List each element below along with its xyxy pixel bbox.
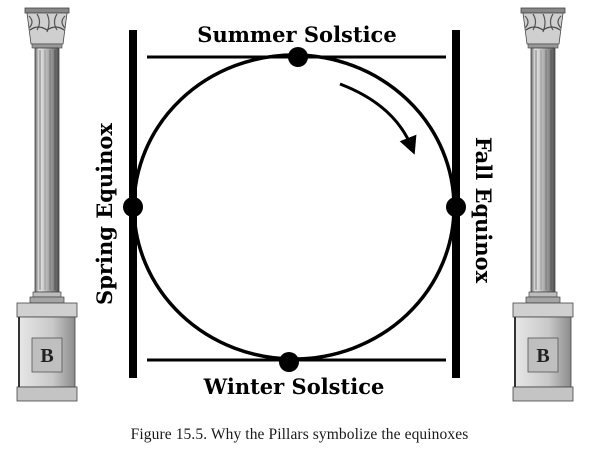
left-pillar: B bbox=[17, 8, 77, 401]
spring-equinox-label: Spring Equinox bbox=[92, 123, 117, 305]
right-pillar: B bbox=[513, 8, 573, 401]
summer-solstice-dot bbox=[288, 47, 308, 67]
winter-solstice-dot bbox=[279, 352, 299, 372]
figure-caption: Figure 15.5. Why the Pillars symbolize t… bbox=[0, 426, 599, 444]
right-pillar-letter: B bbox=[536, 345, 549, 367]
left-pillar-letter: B bbox=[40, 345, 53, 367]
spring-equinox-dot bbox=[123, 197, 143, 217]
fall-equinox-dot bbox=[446, 197, 466, 217]
winter-solstice-label: Winter Solstice bbox=[203, 374, 385, 399]
summer-solstice-label: Summer Solstice bbox=[197, 22, 396, 47]
orbit-circle bbox=[134, 55, 454, 359]
fall-equinox-label: Fall Equinox bbox=[471, 137, 496, 284]
